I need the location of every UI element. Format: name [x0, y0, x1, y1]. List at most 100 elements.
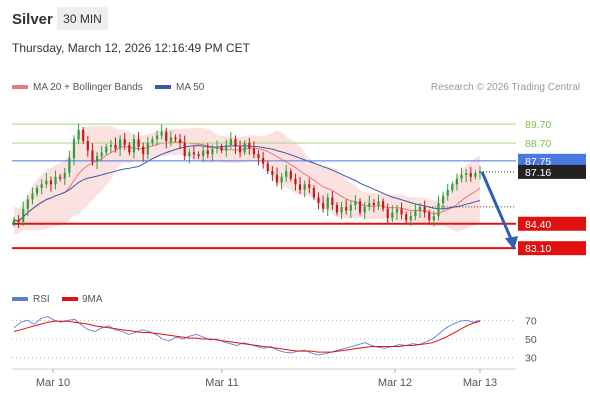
rsi-tick-70: 70 — [525, 315, 537, 327]
ma20-line — [13, 141, 481, 222]
x-tick-label: Mar 12 — [378, 377, 412, 389]
candle-body — [95, 156, 99, 162]
candle-body — [460, 174, 463, 179]
price-tag-bg-87.16 — [518, 164, 586, 179]
x-tick-label: Mar 10 — [36, 377, 70, 389]
candle-body — [432, 216, 435, 220]
moving-averages — [13, 141, 481, 222]
candle-body — [280, 176, 283, 183]
candle-body — [22, 208, 25, 222]
price-tag-89.70: 89.70 — [525, 119, 551, 131]
candle-body — [220, 146, 223, 151]
candle-body — [478, 171, 482, 174]
ma50-legend-label: MA 50 — [176, 82, 205, 93]
candle-body — [469, 173, 472, 177]
candle-body — [322, 203, 325, 209]
ma20-legend-label: MA 20 + Bollinger Bands — [33, 82, 143, 93]
rsi-legend-swatch — [12, 297, 28, 301]
candle-body — [317, 197, 320, 204]
candle-body — [68, 158, 71, 174]
candle-body — [229, 139, 232, 145]
x-tick-label: Mar 11 — [205, 377, 238, 389]
candle-body — [382, 201, 385, 209]
candle-body — [326, 197, 329, 209]
candle-body — [289, 171, 292, 179]
candle-body — [91, 150, 94, 162]
price-levels — [12, 123, 516, 250]
price-tag-88.70: 88.70 — [525, 138, 551, 150]
candle-body — [54, 176, 57, 185]
candle-body — [423, 206, 426, 213]
rsi-panel: 70 50 30 — [12, 315, 537, 365]
candle-body — [271, 171, 274, 175]
timeframe-badge[interactable] — [57, 7, 108, 30]
candle-body — [26, 199, 29, 209]
candle-body — [363, 206, 366, 213]
candle-body — [155, 135, 159, 140]
candle-body — [215, 146, 219, 149]
candle-body — [349, 204, 352, 211]
candle-body — [405, 214, 408, 220]
candle-body — [372, 203, 375, 205]
candle-body — [465, 173, 468, 175]
rsi-tick-50: 50 — [525, 334, 537, 346]
candle-body — [137, 139, 140, 147]
candle-body — [262, 158, 265, 164]
candle-body — [437, 203, 440, 217]
candle-body — [146, 142, 149, 155]
candle-body — [455, 178, 459, 185]
price-tag-87.75: 87.75 — [525, 156, 551, 168]
candle-body — [49, 180, 53, 185]
ma50-line — [13, 145, 481, 222]
x-tick-label: Mar 13 — [463, 377, 497, 389]
candle-body — [197, 154, 200, 157]
candle-body — [169, 137, 172, 142]
candle-body — [358, 201, 362, 213]
candle-body — [132, 139, 136, 153]
candle-body — [202, 150, 205, 157]
ma50-legend-swatch — [155, 85, 171, 89]
candle-body — [331, 197, 334, 205]
candle-body — [446, 189, 449, 196]
candle-body — [12, 220, 16, 224]
forecast-arrow-head — [505, 236, 518, 251]
candle-body — [77, 129, 80, 140]
candle-body — [368, 203, 371, 207]
candle-body — [183, 142, 186, 157]
candles — [12, 123, 482, 229]
candle-body — [354, 201, 357, 205]
price-tag-bg-84.40 — [518, 216, 586, 231]
candle-body — [418, 206, 422, 211]
candle-body — [257, 154, 260, 158]
candle-body — [298, 184, 302, 190]
rsi-ma-legend-swatch — [62, 297, 78, 301]
bollinger-band-fill — [14, 125, 480, 235]
candle-body — [192, 152, 196, 155]
candle-body — [275, 174, 279, 183]
candle-body — [386, 208, 389, 219]
timestamp: Thursday, March 12, 2026 12:16:49 PM CET — [12, 41, 251, 55]
candle-body — [335, 204, 339, 213]
candle-body — [123, 139, 126, 145]
bollinger-bands — [14, 125, 480, 235]
candle-body — [474, 173, 477, 177]
candle-body — [142, 146, 145, 155]
forecast — [480, 171, 518, 251]
candle-body — [312, 188, 316, 198]
price-tag-bg-87.75 — [518, 153, 586, 168]
candle-body — [395, 208, 399, 213]
candle-body — [400, 208, 403, 215]
candle-body — [243, 142, 246, 153]
candle-body — [377, 201, 380, 205]
candle-body — [248, 142, 251, 149]
candle-body — [165, 131, 168, 142]
candle-body — [409, 216, 412, 220]
candle-body — [188, 152, 191, 157]
candle-body — [114, 144, 117, 149]
rsi-legend-label: RSI — [33, 294, 50, 305]
candle-body — [86, 141, 89, 151]
price-tag-83.10: 83.10 — [525, 243, 551, 255]
candle-body — [391, 212, 394, 219]
candle-body — [252, 148, 256, 155]
